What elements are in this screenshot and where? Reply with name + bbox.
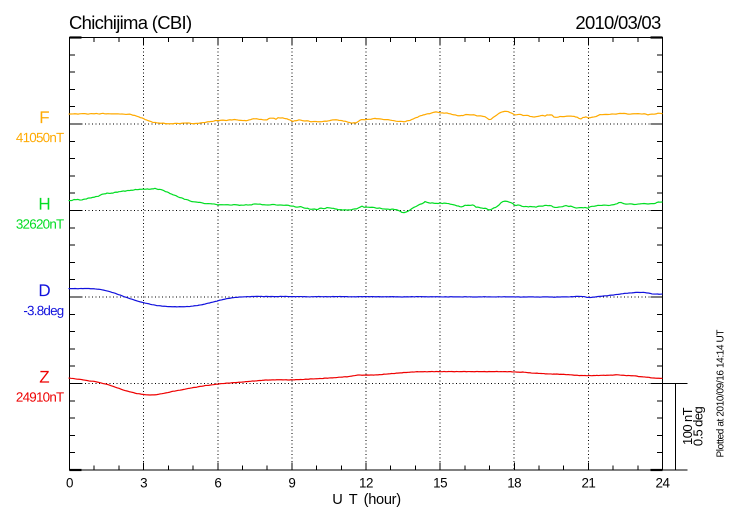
svg-text:Plotted at 2010/09/16 14:14 UT: Plotted at 2010/09/16 14:14 UT [716,330,727,458]
svg-text:Chichijima (CBI): Chichijima (CBI) [69,12,192,33]
svg-text:100 nT: 100 nT [680,407,695,445]
svg-text:U T (hour): U T (hour) [332,492,401,508]
svg-text:F: F [39,108,49,127]
svg-text:0: 0 [66,476,73,491]
svg-text:H: H [38,195,50,214]
svg-text:D: D [38,281,50,300]
svg-text:18: 18 [507,476,521,491]
svg-text:32620nT: 32620nT [16,217,64,232]
svg-text:15: 15 [433,476,447,491]
svg-text:2010/03/03: 2010/03/03 [575,12,661,33]
svg-text:24910nT: 24910nT [16,390,64,405]
svg-text:41050nT: 41050nT [16,130,64,145]
svg-text:6: 6 [214,476,221,491]
svg-text:9: 9 [288,476,295,491]
svg-text:3: 3 [140,476,147,491]
svg-text:21: 21 [581,476,595,491]
svg-text:-3.8deg: -3.8deg [23,303,63,318]
svg-text:12: 12 [359,476,373,491]
svg-text:24: 24 [656,476,671,491]
svg-text:0.5 deg: 0.5 deg [690,407,705,447]
svg-text:Z: Z [39,368,49,387]
